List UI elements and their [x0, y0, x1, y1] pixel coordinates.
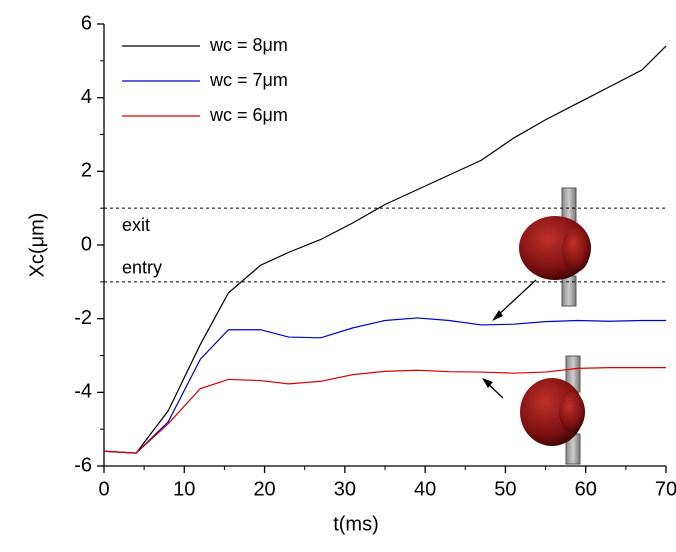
y-tick-label: 0: [81, 233, 92, 255]
reference-label: entry: [122, 258, 162, 278]
y-axis-label: Xc(μm): [26, 213, 48, 278]
x-tick-label: 30: [334, 478, 356, 500]
x-axis-label: t(ms): [333, 513, 379, 535]
x-tick-label: 10: [173, 478, 195, 500]
y-tick-label: -4: [74, 381, 92, 403]
y-tick-label: 2: [81, 160, 92, 182]
y-tick-label: 4: [81, 86, 92, 108]
legend-label: wc = 7μm: [209, 70, 288, 90]
series-line: [103, 317, 666, 454]
series-line: [103, 367, 666, 454]
y-tick-label: -2: [74, 307, 92, 329]
reference-label: exit: [122, 215, 150, 235]
series-line: [103, 45, 667, 454]
droplet-illustration-lower: [520, 355, 585, 465]
legend-label: wc = 6μm: [209, 105, 288, 125]
droplet-illustration-upper: [519, 187, 591, 307]
x-tick-label: 60: [575, 478, 597, 500]
legend-label: wc = 8μm: [209, 35, 288, 55]
arrows: [482, 279, 537, 399]
y-tick-label: 6: [81, 12, 92, 34]
x-tick-label: 20: [253, 478, 275, 500]
y-tick-label: -6: [74, 454, 92, 476]
x-tick-label: 0: [98, 478, 109, 500]
x-tick-label: 50: [494, 478, 516, 500]
x-tick-label: 40: [414, 478, 436, 500]
x-tick-label: 70: [655, 478, 676, 500]
